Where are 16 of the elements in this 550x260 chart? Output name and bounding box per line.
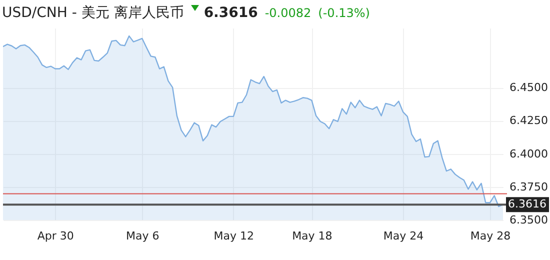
y-tick-label: 6.4250 (510, 114, 548, 128)
x-tick-label: May 6 (126, 230, 160, 242)
y-tick-label: 6.3750 (510, 180, 548, 194)
y-tick-label: 6.4000 (510, 147, 548, 160)
x-tick-label: May 24 (383, 230, 424, 242)
text: 6.3616 (204, 5, 258, 21)
x-tick-label: May 28 (470, 230, 511, 242)
y-tick-label: 6.4500 (510, 81, 548, 94)
chart-title: USD/CNH - 美元 离岸人民币 (2, 4, 184, 22)
x-tick-label: Apr 30 (37, 230, 74, 242)
x-tick-label: May 18 (292, 230, 332, 242)
ref-line-label: 6.3616 (508, 198, 546, 211)
text: (-0.13%) (318, 6, 370, 20)
text: -0.0082 (264, 6, 312, 20)
y-tick-label: 6.3500 (510, 214, 548, 226)
x-tick-label: May 12 (214, 230, 254, 242)
